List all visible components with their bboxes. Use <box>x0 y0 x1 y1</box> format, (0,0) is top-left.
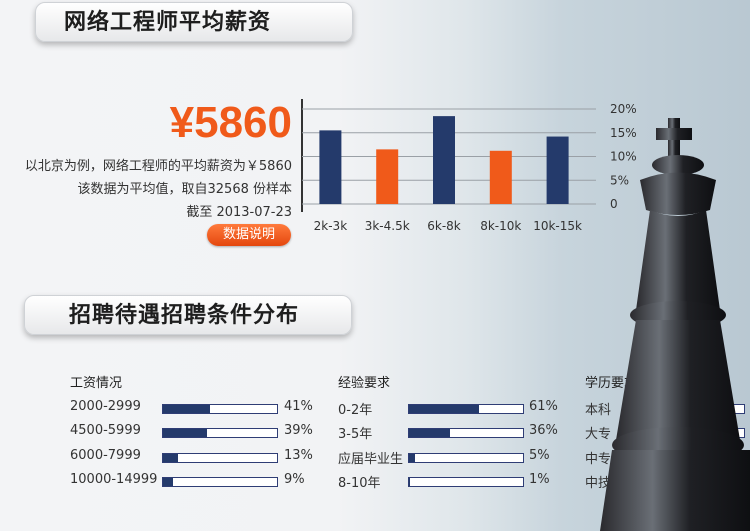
distribution-progress-fill <box>163 454 178 462</box>
salary-description-line-2: 该数据为平均值，取自32568 份样本 <box>77 182 293 197</box>
distribution-progress-bar <box>162 477 278 487</box>
distribution-progress-fill <box>163 478 174 486</box>
chart-bar-2k-3k <box>319 130 342 204</box>
distribution-progress-bar <box>162 453 278 463</box>
distribution-row-label: 10000-14999 <box>70 472 158 487</box>
chess-king-image <box>600 118 750 531</box>
distribution-row-label: 大专 <box>585 427 612 442</box>
distribution-row-label: 2000-2999 <box>70 399 141 414</box>
distribution-progress-fill <box>163 429 208 437</box>
distribution-percent-label: 9% <box>284 472 305 487</box>
distribution-progress-bar <box>162 428 278 438</box>
distribution-row-label: 应届毕业生 <box>338 452 404 467</box>
distribution-row-label: 6000-7999 <box>70 448 141 463</box>
chart-x-tick-label: 8k-10k <box>480 219 521 233</box>
chart-y-tick-label: 0 <box>610 197 618 211</box>
distribution-percent-label: 39% <box>284 423 313 438</box>
distribution-progress-fill <box>409 429 451 437</box>
distribution-column-title: 学历要求 <box>585 376 638 391</box>
distribution-row-label: 中技 <box>585 476 612 491</box>
salary-description-line-3: 截至 2013-07-23 <box>186 205 292 220</box>
distribution-column-title: 工资情况 <box>70 376 123 391</box>
chart-bar-3k-4.5k <box>376 149 399 204</box>
chart-bar-10k-15k <box>546 136 569 204</box>
salary-bar-chart: 0 5% 10% 15% 20% 2k-3k 3k-4.5k 6k-8k 8k-10k 10k-1… <box>301 99 637 233</box>
chart-bar-6k-8k <box>433 116 455 204</box>
distribution-progress-bar <box>408 477 524 487</box>
chart-x-tick-label: 2k-3k <box>314 219 348 233</box>
chart-bar-8k-10k <box>489 150 512 204</box>
chart-y-tick-label: 5% <box>610 173 629 187</box>
distribution-row-label: 4500-5999 <box>70 423 141 438</box>
salary-title-banner: 网络工程师平均薪资 <box>35 2 353 42</box>
chart-y-tick-label: 15% <box>610 126 637 140</box>
chart-y-tick-label: 20% <box>610 102 637 116</box>
distribution-row-label: 8-10年 <box>338 476 381 491</box>
distribution-progress-bar <box>162 404 278 414</box>
average-salary-value: ¥5860 <box>169 98 292 147</box>
distribution-title-banner: 招聘待遇招聘条件分布 <box>24 295 352 335</box>
chart-y-tick-label: 10% <box>610 150 637 164</box>
distribution-progress-fill <box>409 405 479 413</box>
distribution-progress-fill <box>409 478 411 486</box>
distribution-row-label: 本科 <box>585 403 612 418</box>
distribution-percent-label: 41% <box>284 399 313 414</box>
chart-x-tick-label: 10k-15k <box>533 219 582 233</box>
distribution-percent-label: 36% <box>529 423 558 438</box>
distribution-row-label: 中专 <box>585 452 612 467</box>
distribution-percent-label: 5% <box>529 448 550 463</box>
distribution-percent-label: 1% <box>529 472 550 487</box>
distribution-row-label: 0-2年 <box>338 403 373 418</box>
distribution-row-label: 3-5年 <box>338 427 373 442</box>
distribution-progress-bar <box>408 404 524 414</box>
data-explanation-button[interactable]: 数据说明 <box>207 224 291 246</box>
chart-x-tick-label: 6k-8k <box>427 219 461 233</box>
distribution-progress-bar <box>408 428 524 438</box>
chart-x-tick-label: 3k-4.5k <box>365 219 410 233</box>
distribution-progress-fill <box>409 454 415 462</box>
distribution-progress-bar <box>408 453 524 463</box>
distribution-percent-label: 13% <box>284 448 313 463</box>
distribution-column-title: 经验要求 <box>338 376 391 391</box>
salary-description-line-1: 以北京为例，网络工程师的平均薪资为￥5860 <box>24 159 292 174</box>
distribution-percent-label: 61% <box>529 399 558 414</box>
distribution-progress-fill <box>163 405 210 413</box>
